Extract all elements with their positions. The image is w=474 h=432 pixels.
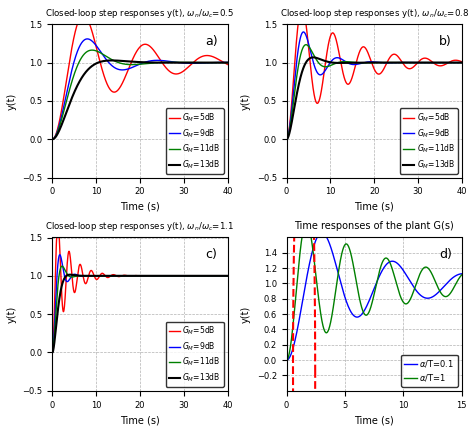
Title: Time responses of the plant G(s): Time responses of the plant G(s): [294, 221, 454, 231]
Legend: $G_M$=5dB, $G_M$=9dB, $G_M$=11dB, $G_M$=13dB: $G_M$=5dB, $G_M$=9dB, $G_M$=11dB, $G_M$=…: [165, 108, 224, 174]
Legend: $G_M$=5dB, $G_M$=9dB, $G_M$=11dB, $G_M$=13dB: $G_M$=5dB, $G_M$=9dB, $G_M$=11dB, $G_M$=…: [165, 322, 224, 387]
Title: Closed-loop step responses y(t), $\omega_n/\omega_c$=0.8: Closed-loop step responses y(t), $\omega…: [280, 7, 469, 20]
Title: Closed-loop step responses y(t), $\omega_n/\omega_c$=0.5: Closed-loop step responses y(t), $\omega…: [46, 7, 235, 20]
Text: c): c): [205, 248, 217, 261]
Title: Closed-loop step responses y(t), $\omega_n/\omega_c$=1.1: Closed-loop step responses y(t), $\omega…: [46, 220, 235, 233]
Legend: $\alpha$/T=0.1, $\alpha$/T=1: $\alpha$/T=0.1, $\alpha$/T=1: [401, 355, 457, 387]
Text: a): a): [205, 35, 218, 48]
Y-axis label: y(t): y(t): [241, 305, 251, 323]
Y-axis label: y(t): y(t): [7, 305, 17, 323]
Text: b): b): [439, 35, 452, 48]
X-axis label: Time (s): Time (s): [120, 202, 160, 212]
Y-axis label: y(t): y(t): [7, 92, 17, 110]
X-axis label: Time (s): Time (s): [354, 202, 394, 212]
X-axis label: Time (s): Time (s): [354, 415, 394, 425]
Legend: $G_M$=5dB, $G_M$=9dB, $G_M$=11dB, $G_M$=13dB: $G_M$=5dB, $G_M$=9dB, $G_M$=11dB, $G_M$=…: [400, 108, 458, 174]
Y-axis label: y(t): y(t): [241, 92, 251, 110]
Text: d): d): [439, 248, 452, 261]
X-axis label: Time (s): Time (s): [120, 415, 160, 425]
